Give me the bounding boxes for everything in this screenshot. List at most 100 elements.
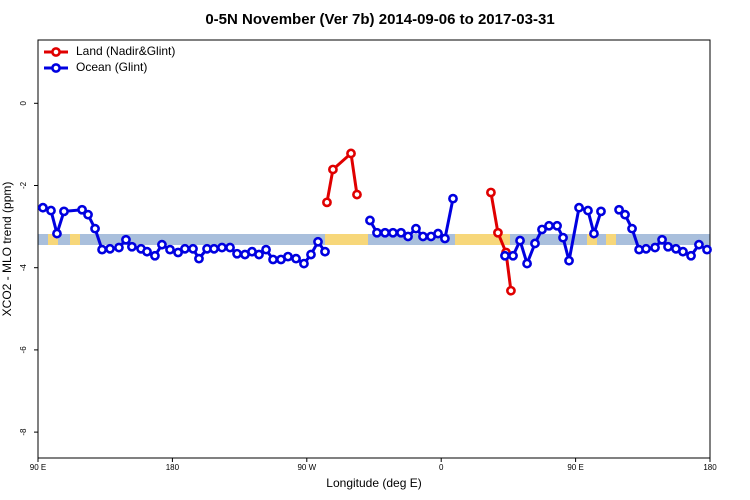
- y-tick-label: 0: [19, 101, 28, 106]
- data-point: [306, 249, 316, 260]
- data-point: [558, 232, 568, 243]
- data-point: [209, 243, 219, 254]
- data-point: [165, 244, 175, 255]
- data-point: [589, 228, 599, 239]
- data-point: [515, 235, 525, 246]
- data-point: [268, 254, 278, 265]
- data-point: [380, 227, 390, 238]
- data-point: [583, 205, 593, 216]
- data-point: [448, 193, 458, 204]
- x-tick-label: 90 E: [30, 463, 46, 472]
- data-point: [313, 236, 323, 247]
- land-band: [606, 234, 616, 245]
- x-tick-label: 90 E: [567, 463, 583, 472]
- data-point: [90, 223, 100, 234]
- data-point: [433, 228, 443, 239]
- legend-marker: [51, 63, 61, 73]
- data-point: [328, 164, 338, 175]
- data-point: [574, 202, 584, 213]
- data-point: [217, 242, 227, 253]
- data-point: [500, 250, 510, 261]
- y-tick-label: -4: [19, 264, 28, 272]
- data-point: [530, 238, 540, 249]
- data-point: [352, 189, 362, 200]
- data-point: [552, 220, 562, 231]
- data-point: [650, 242, 660, 253]
- legend-label: Land (Nadir&Glint): [76, 44, 175, 58]
- data-point: [291, 253, 301, 264]
- data-point: [663, 241, 673, 252]
- data-point: [403, 231, 413, 242]
- data-point: [52, 228, 62, 239]
- data-point: [38, 202, 48, 213]
- x-tick-label: 90 W: [297, 463, 316, 472]
- data-point: [194, 253, 204, 264]
- legend-label: Ocean (Glint): [76, 60, 147, 74]
- data-point: [127, 241, 137, 252]
- data-point: [320, 246, 330, 257]
- data-point: [493, 227, 503, 238]
- data-point: [299, 258, 309, 269]
- y-tick-label: -2: [19, 181, 28, 189]
- data-point: [522, 258, 532, 269]
- data-point: [678, 246, 688, 257]
- data-point: [59, 206, 69, 217]
- data-point: [620, 209, 630, 220]
- land-band: [48, 234, 58, 245]
- land-band: [587, 234, 597, 245]
- y-axis-label: XCO2 - MLO trend (ppm): [0, 182, 14, 317]
- data-point: [411, 223, 421, 234]
- data-point: [657, 234, 667, 245]
- data-point: [418, 231, 428, 242]
- data-point: [180, 243, 190, 254]
- data-point: [686, 250, 696, 261]
- x-tick-label: 180: [703, 463, 717, 472]
- data-point: [365, 215, 375, 226]
- data-point: [254, 249, 264, 260]
- surface-band: [38, 234, 710, 245]
- data-point: [157, 239, 167, 250]
- data-point: [105, 243, 115, 254]
- x-axis-label: Longitude (deg E): [326, 476, 421, 490]
- data-point: [544, 220, 554, 231]
- data-point: [508, 250, 518, 261]
- data-point: [225, 242, 235, 253]
- series-line: [325, 150, 359, 203]
- data-point: [121, 234, 131, 245]
- data-point: [77, 204, 87, 215]
- x-tick-label: 0: [439, 463, 444, 472]
- y-tick-label: -8: [19, 428, 28, 436]
- data-point: [372, 227, 382, 238]
- data-point: [627, 223, 637, 234]
- data-point: [596, 206, 606, 217]
- data-point: [486, 187, 496, 198]
- land-band: [455, 234, 510, 245]
- data-point: [564, 255, 574, 266]
- data-point: [694, 239, 704, 250]
- x-tick-label: 180: [166, 463, 180, 472]
- data-point: [322, 197, 332, 208]
- data-point: [114, 242, 124, 253]
- land-band: [70, 234, 80, 245]
- data-point: [537, 224, 547, 235]
- y-tick-label: -6: [19, 346, 28, 354]
- data-point: [283, 251, 293, 262]
- legend-marker: [51, 47, 61, 57]
- chart-title: 0-5N November (Ver 7b) 2014-09-06 to 201…: [205, 11, 554, 28]
- data-point: [346, 148, 356, 159]
- data-point: [173, 247, 183, 258]
- data-point: [641, 243, 651, 254]
- series-line: [489, 192, 513, 291]
- data-point: [396, 227, 406, 238]
- land-band: [325, 234, 368, 245]
- data-point: [83, 209, 93, 220]
- data-point: [142, 246, 152, 257]
- data-point: [46, 205, 56, 216]
- data-point: [506, 285, 516, 296]
- data-point: [232, 248, 242, 259]
- data-point: [702, 244, 712, 255]
- data-point: [97, 244, 107, 255]
- data-point: [150, 250, 160, 261]
- data-point: [440, 233, 450, 244]
